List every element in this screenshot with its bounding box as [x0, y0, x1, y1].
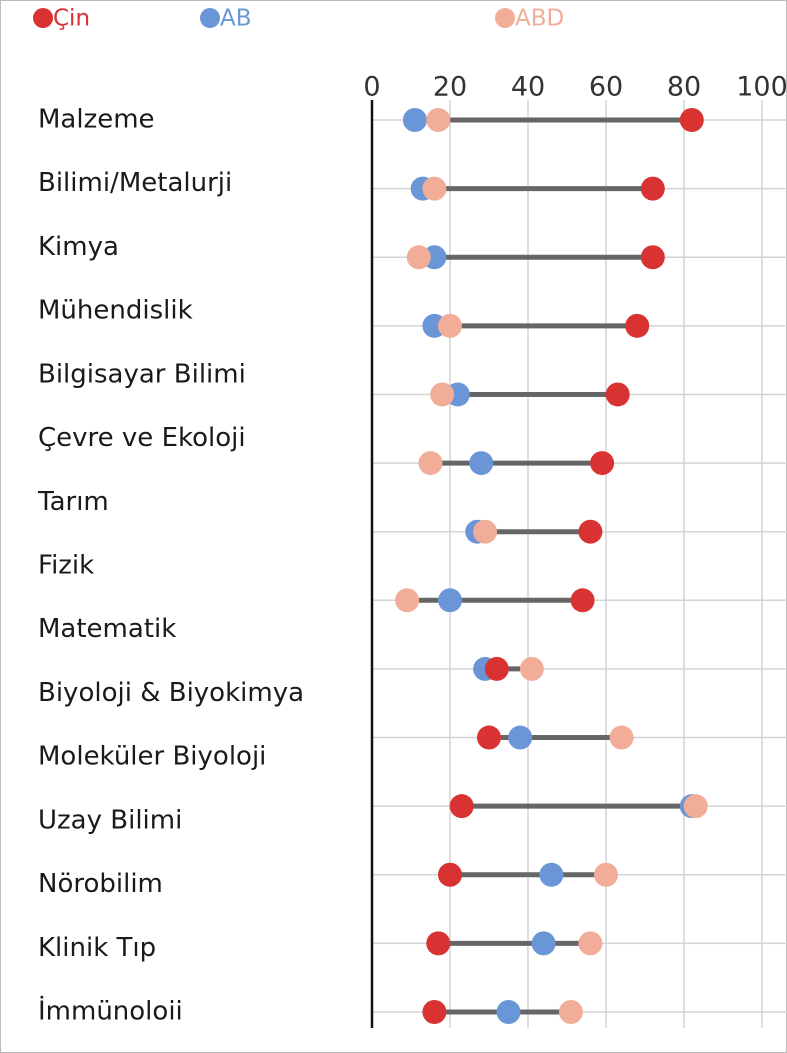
dot: [539, 862, 564, 887]
row-label: İmmünoloii: [38, 995, 183, 1027]
x-tick-label: 60: [589, 72, 623, 103]
legend-item: ABD: [495, 6, 564, 32]
row-label: Bilimi/Metalurji: [38, 168, 232, 198]
legend-swatch: [200, 8, 220, 28]
dot: [402, 108, 427, 132]
dot: [640, 176, 665, 201]
dot: [438, 862, 462, 887]
dot: [519, 656, 544, 681]
dot: [578, 519, 603, 544]
dot: [469, 451, 494, 476]
row-label: Klinik Tıp: [38, 933, 156, 963]
row-label: Uzay Bilimi: [38, 805, 182, 835]
dot: [605, 382, 630, 407]
dot: [496, 1000, 521, 1024]
x-tick-label: 0: [363, 72, 380, 103]
dot: [477, 725, 501, 750]
dot: [473, 519, 498, 544]
dot: [679, 108, 704, 132]
dot: [430, 382, 455, 407]
dot: [438, 313, 462, 338]
legend-item: Çin: [33, 6, 90, 32]
x-tick-label: 20: [433, 72, 467, 103]
row-label: Biyoloji & Biyokimya: [38, 678, 304, 708]
dot: [625, 313, 650, 338]
dot: [508, 725, 533, 750]
x-tick-label: 100: [736, 72, 787, 103]
dot: [640, 245, 665, 270]
dot: [683, 794, 708, 819]
dot: [422, 176, 447, 201]
legend-label: ABD: [515, 6, 564, 32]
dot: [590, 451, 615, 476]
row-label: Malzeme: [38, 105, 155, 135]
dot: [449, 794, 474, 819]
row-label: Kimya: [38, 232, 119, 262]
dot: [558, 1000, 583, 1024]
row-label: Matematik: [38, 614, 176, 644]
legend-label: Çin: [53, 6, 90, 32]
dot: [426, 108, 451, 132]
legend-label: AB: [220, 6, 252, 32]
dot: [484, 656, 509, 681]
legend-item: AB: [200, 6, 252, 32]
dot: [594, 862, 618, 887]
dot: [395, 588, 420, 613]
x-tick-label: 40: [511, 72, 545, 103]
row-label: Tarım: [37, 487, 109, 517]
legend-swatch: [33, 8, 53, 28]
dot: [531, 931, 556, 956]
dot: [570, 588, 595, 613]
row-label: Mühendislik: [38, 296, 193, 326]
row-label: Fizik: [38, 551, 94, 581]
dot: [578, 931, 603, 956]
row-label: Nörobilim: [38, 869, 163, 899]
dot: [609, 725, 634, 750]
legend-swatch: [495, 8, 515, 28]
row-label: Bilgisayar Bilimi: [38, 359, 246, 389]
x-tick-label: 80: [667, 72, 701, 103]
dot: [418, 451, 443, 476]
dot: [422, 1000, 447, 1024]
dot: [406, 245, 431, 270]
dot: [438, 588, 462, 613]
row-label: Çevre ve Ekoloji: [38, 423, 246, 453]
row-label: Moleküler Biyoloji: [38, 742, 266, 772]
dot: [426, 931, 451, 956]
